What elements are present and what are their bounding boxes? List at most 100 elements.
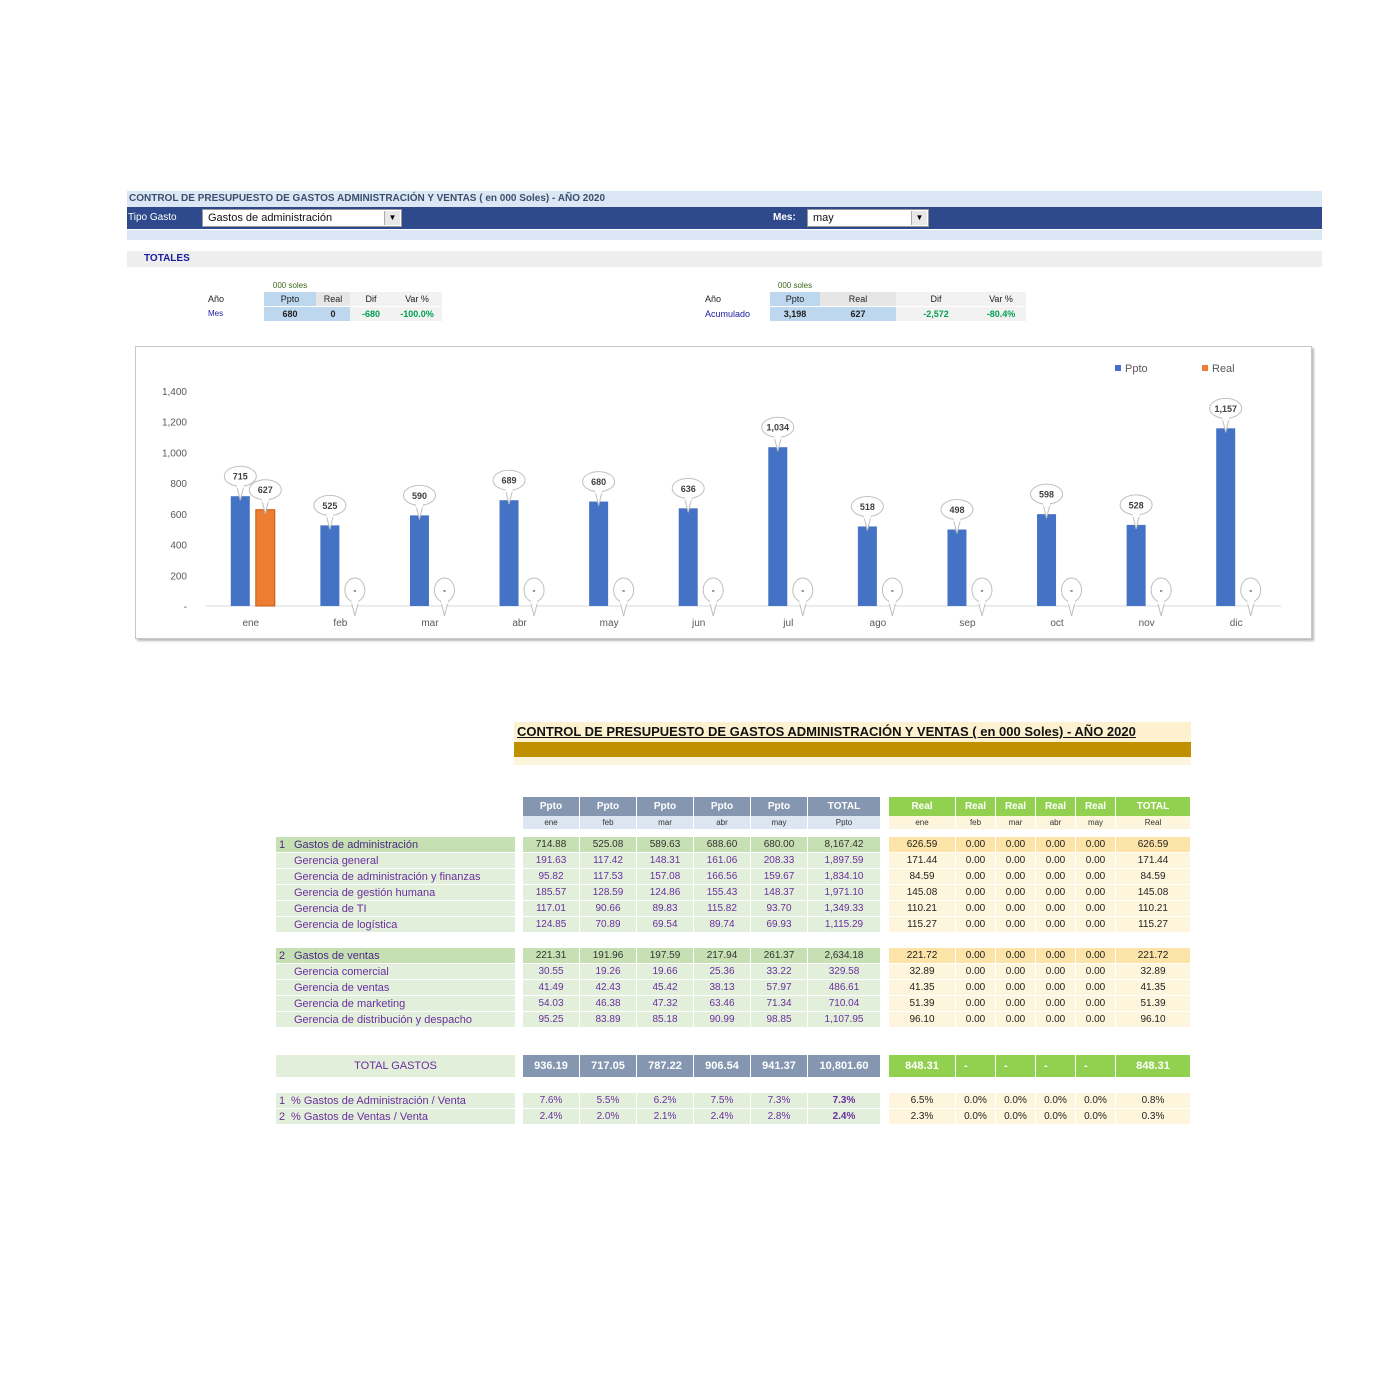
col-var: Var % xyxy=(976,292,1026,306)
total-ppto-cell: 10,801.60 xyxy=(808,1055,881,1077)
data-label: 1,157 xyxy=(1214,404,1237,414)
data-label: 498 xyxy=(949,505,964,515)
ratio-real-cell: 0.0% xyxy=(956,1109,996,1125)
ppto-cell: 47.32 xyxy=(637,996,694,1012)
ratio-real-cell: 2.3% xyxy=(889,1109,956,1125)
y-tick-label: 1,000 xyxy=(162,448,187,459)
data-label-bubble-gap xyxy=(863,513,871,519)
ppto-cell: 93.70 xyxy=(751,901,808,917)
ppto-subheader: ene xyxy=(523,816,580,829)
data-label: 1,034 xyxy=(767,423,790,433)
ppto-cell: 589.63 xyxy=(637,837,694,853)
ratio-ppto-cell: 7.6% xyxy=(523,1093,580,1109)
real-cell: 0.00 xyxy=(1036,869,1076,885)
data-label: - xyxy=(622,586,625,596)
total-real-cell: - xyxy=(1036,1055,1076,1077)
dif-value: -680 xyxy=(350,307,392,321)
real-cell: 0.00 xyxy=(996,964,1036,980)
row-label-text: Gerencia general xyxy=(294,855,379,867)
chevron-down-icon[interactable]: ▼ xyxy=(911,211,927,225)
real-cell: 0.00 xyxy=(996,1012,1036,1028)
ppto-cell: 69.93 xyxy=(751,917,808,933)
real-cell: 0.00 xyxy=(1036,837,1076,853)
ppto-cell: 115.82 xyxy=(694,901,751,917)
y-tick-label: - xyxy=(184,602,187,613)
real-cell: 0.00 xyxy=(1036,1012,1076,1028)
ppto-cell: 89.83 xyxy=(637,901,694,917)
data-label: 518 xyxy=(860,502,875,512)
ppto-cell: 19.66 xyxy=(637,964,694,980)
y-tick-label: 600 xyxy=(170,510,187,521)
col-ppto: Ppto xyxy=(770,292,820,306)
real-cell: 0.00 xyxy=(1036,885,1076,901)
ppto-cell: 197.59 xyxy=(637,948,694,964)
data-label: 528 xyxy=(1129,500,1144,510)
ppto-cell: 33.22 xyxy=(751,964,808,980)
ppto-cell: 98.85 xyxy=(751,1012,808,1028)
real-cell: 0.00 xyxy=(956,996,996,1012)
total-ppto-cell: 906.54 xyxy=(694,1055,751,1077)
ppto-cell: 69.54 xyxy=(637,917,694,933)
real-cell: 0.00 xyxy=(1036,917,1076,933)
ppto-cell: 95.25 xyxy=(523,1012,580,1028)
total-ppto-cell: 941.37 xyxy=(751,1055,808,1077)
col-real: Real xyxy=(820,292,896,306)
real-cell: 96.10 xyxy=(1116,1012,1191,1028)
real-cell: 110.21 xyxy=(1116,901,1191,917)
real-cell: 0.00 xyxy=(1076,948,1116,964)
ppto-cell: 54.03 xyxy=(523,996,580,1012)
totales-label: TOTALES xyxy=(144,253,190,264)
real-cell: 0.00 xyxy=(996,853,1036,869)
ppto-cell: 525.08 xyxy=(580,837,637,853)
ratio-real-cell: 0.8% xyxy=(1116,1093,1191,1109)
ppto-cell: 1,834.10 xyxy=(808,869,881,885)
real-cell: 51.39 xyxy=(1116,996,1191,1012)
ratio-real-cell: 0.0% xyxy=(1076,1093,1116,1109)
report-gold-bar xyxy=(514,742,1191,757)
chevron-down-icon[interactable]: ▼ xyxy=(384,211,400,225)
data-label: 590 xyxy=(412,491,427,501)
data-label-bubble-gap xyxy=(440,599,448,604)
real-cell: 0.00 xyxy=(996,980,1036,996)
row-label: Gerencia de TI xyxy=(276,901,515,917)
real-cell: 0.00 xyxy=(956,901,996,917)
data-label-bubble-gap xyxy=(595,488,603,494)
ppto-cell: 157.08 xyxy=(637,869,694,885)
group-row-label: 1 Gastos de administración xyxy=(276,837,515,853)
real-cell: 0.00 xyxy=(1076,869,1116,885)
budget-chart[interactable]: - 200 400 600 800 1,000 1,200 1,400 ene 715 627 feb… xyxy=(135,346,1312,639)
total-real-cell: - xyxy=(956,1055,996,1077)
ppto-cell: 1,897.59 xyxy=(808,853,881,869)
ppto-cell: 166.56 xyxy=(694,869,751,885)
real-cell: 0.00 xyxy=(956,853,996,869)
unit-label: 000 soles xyxy=(272,281,308,290)
real-cell: 115.27 xyxy=(889,917,956,933)
real-cell: 0.00 xyxy=(1036,996,1076,1012)
mes-value: may xyxy=(813,212,834,224)
data-label: - xyxy=(891,586,894,596)
real-cell: 0.00 xyxy=(996,869,1036,885)
chart-canvas: - 200 400 600 800 1,000 1,200 1,400 ene 715 627 feb… xyxy=(162,363,1281,629)
legend-swatch xyxy=(1115,365,1121,371)
ppto-cell: 30.55 xyxy=(523,964,580,980)
ratio-ppto-cell: 7.3% xyxy=(808,1093,881,1109)
row-label-text: Gastos de ventas xyxy=(294,950,380,962)
real-cell: 0.00 xyxy=(956,837,996,853)
row-label-text: Gerencia de ventas xyxy=(294,982,390,994)
ppto-subheader: feb xyxy=(580,816,637,829)
chart-bar-ppto xyxy=(409,515,429,606)
data-label: - xyxy=(533,586,536,596)
ppto-cell: 46.38 xyxy=(580,996,637,1012)
chart-bar-ppto xyxy=(947,529,967,606)
mes-dropdown[interactable]: may ▼ xyxy=(807,209,929,227)
data-label: - xyxy=(1160,586,1163,596)
filter-bar: Tipo Gasto Gastos de administración ▼ Me… xyxy=(127,207,1322,229)
tipo-gasto-dropdown[interactable]: Gastos de administración ▼ xyxy=(202,209,402,227)
data-label: 636 xyxy=(681,484,696,494)
ratio-ppto-cell: 2.4% xyxy=(523,1109,580,1125)
real-cell: 84.59 xyxy=(889,869,956,885)
real-header: TOTAL xyxy=(1116,797,1191,816)
ppto-cell: 208.33 xyxy=(751,853,808,869)
ppto-cell: 161.06 xyxy=(694,853,751,869)
ratio-real-cell: 0.0% xyxy=(996,1109,1036,1125)
